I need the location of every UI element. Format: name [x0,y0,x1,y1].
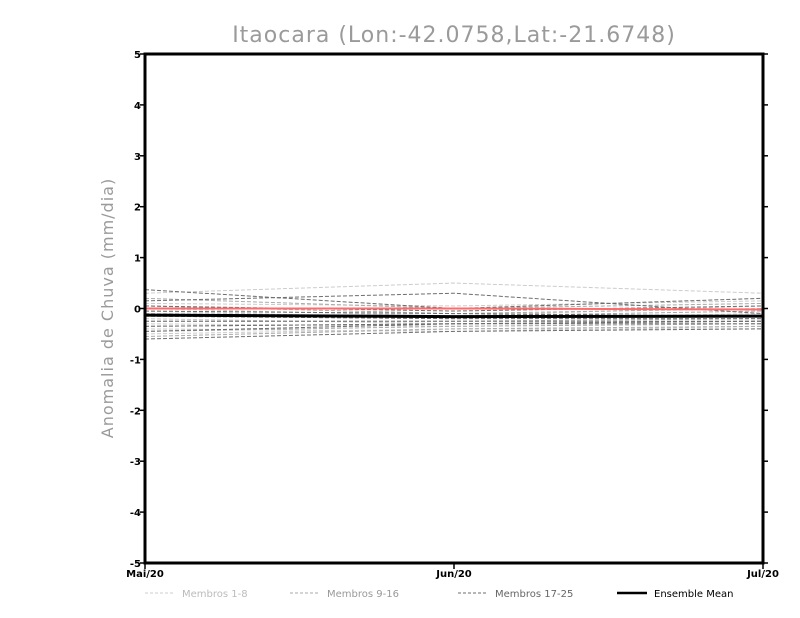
legend-label-membros-9-16: Membros 9-16 [327,589,399,600]
y-tick-label: 4 [134,101,141,112]
x-tick-label: Jul/20 [746,569,779,580]
y-tick-label: 5 [134,50,141,61]
chart-title: Itaocara (Lon:-42.0758,Lat:-21.6748) [232,23,676,48]
x-tick-label: Mai/20 [126,569,164,580]
series-line-membros-17-25-17 [144,292,764,315]
y-tick-label: 0 [134,305,141,316]
series-line-membros-9-16-8 [144,297,764,310]
legend-label-ensemble-mean: Ensemble Mean [654,589,733,600]
y-tick-label: 3 [134,152,141,163]
x-tick-label: Jun/20 [435,569,472,580]
legend: Membros 1-8 Membros 9-16 Membros 17-25 Ense… [145,589,733,600]
y-tick-label: -4 [130,508,141,519]
series-line-ensemble-mean [144,313,764,319]
series-layer [144,282,764,340]
series-line-membros-17-25-24 [144,328,764,340]
series-line-membros-1-8-0 [144,282,764,294]
series-line-membros-17-25-23 [144,323,763,332]
axis-ticks: -5 -4 -3 -2 -1 0 1 2 3 4 5 Mai/20 Jun/20 Jul/20 [126,50,779,580]
y-tick-label: -5 [130,559,141,570]
series-line-membros-1-8-1 [144,300,764,307]
y-tick-label: 1 [134,254,141,265]
y-axis-label: Anomalia de Chuva (mm/dia) [98,178,117,438]
legend-label-membros-1-8: Membros 1-8 [182,589,248,600]
y-tick-label: -2 [130,406,141,417]
series-line-membros-9-16-13 [144,323,764,332]
y-tick-label: -1 [130,355,141,366]
legend-label-membros-17-25: Membros 17-25 [495,589,573,600]
series-line-membros-9-16-14 [144,325,764,337]
y-tick-label: -3 [130,457,141,468]
series-line-observed [145,307,764,311]
y-tick-label: 2 [134,203,141,214]
series-line-membros-17-25-19 [144,310,764,317]
